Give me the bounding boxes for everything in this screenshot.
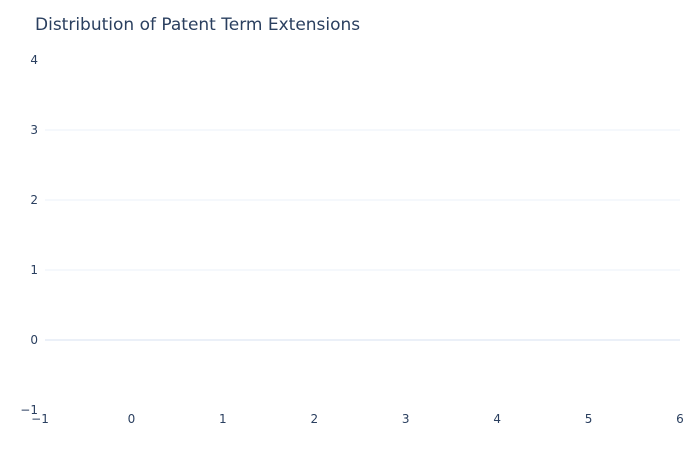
x-tick-label: 1 xyxy=(219,412,227,426)
y-tick-label: 1 xyxy=(30,263,38,277)
x-tick-label: 3 xyxy=(402,412,410,426)
y-tick-label: 4 xyxy=(30,53,38,67)
y-tick-label: −1 xyxy=(20,403,38,417)
y-tick-label: 0 xyxy=(30,333,38,347)
x-tick-label: 0 xyxy=(128,412,136,426)
grid-layer xyxy=(45,129,680,341)
y-tick-label: 2 xyxy=(30,193,38,207)
x-tick-label: 4 xyxy=(493,412,501,426)
x-axis: −1 0 1 2 3 4 5 6 xyxy=(31,412,684,426)
x-tick-label: 6 xyxy=(676,412,684,426)
y-tick-label: 3 xyxy=(30,123,38,137)
x-tick-label: 5 xyxy=(585,412,593,426)
chart-title: Distribution of Patent Term Extensions xyxy=(35,15,360,35)
y-axis: −1 0 1 2 3 4 xyxy=(20,53,38,417)
x-tick-label: 2 xyxy=(310,412,318,426)
x-tick-label: −1 xyxy=(31,412,49,426)
